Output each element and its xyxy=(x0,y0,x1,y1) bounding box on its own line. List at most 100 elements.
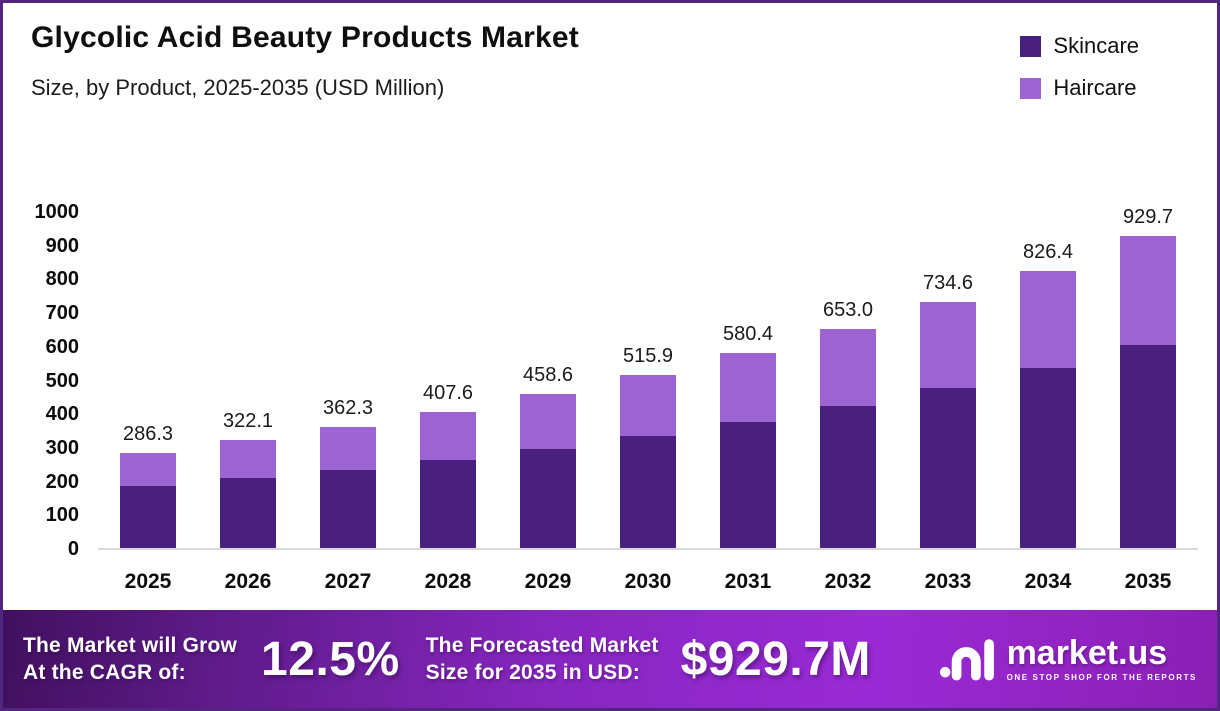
footer-banner: The Market will Grow At the CAGR of: 12.… xyxy=(3,610,1217,708)
x-tick-2035: 2035 xyxy=(1124,570,1172,593)
brand-name: market.us xyxy=(1006,634,1168,672)
brand-tagline: ONE STOP SHOP FOR THE REPORTS xyxy=(1006,673,1197,682)
bar-segment-haircare-2034 xyxy=(1020,270,1076,368)
y-tick-1000: 1000 xyxy=(34,201,80,223)
stacked-bar-2029 xyxy=(520,394,576,549)
bar-total-label-2028: 407.6 xyxy=(422,381,474,404)
y-tick-400: 400 xyxy=(45,403,79,426)
bar-segment-haircare-2031 xyxy=(720,353,776,422)
bar-total-label-2026: 322.1 xyxy=(222,410,274,433)
bar-segment-skincare-2028 xyxy=(420,459,476,549)
bar-total-label-2025: 286.3 xyxy=(122,422,174,445)
cagr-caption-line1: The Market will Grow xyxy=(23,633,238,657)
legend-swatch-skincare xyxy=(1020,35,1042,57)
x-tick-2028: 2028 xyxy=(424,570,472,593)
bar-total-label-2033: 734.6 xyxy=(922,271,974,294)
x-tick-2025: 2025 xyxy=(124,570,172,593)
bar-total-label-2035: 929.7 xyxy=(1122,205,1174,228)
cagr-caption: The Market will Grow At the CAGR of: xyxy=(23,632,237,687)
stacked-bar-2026 xyxy=(220,440,276,549)
stacked-bar-2035 xyxy=(1120,235,1176,549)
bar-segment-skincare-2034 xyxy=(1020,368,1076,549)
y-tick-900: 900 xyxy=(45,234,79,257)
chart-legend: Skincare Haircare xyxy=(1020,33,1139,101)
legend-swatch-haircare xyxy=(1020,77,1042,99)
bar-segment-skincare-2031 xyxy=(720,421,776,549)
y-tick-600: 600 xyxy=(45,335,79,358)
stacked-bar-2030 xyxy=(620,375,676,549)
forecast-caption-line1: The Forecasted Market xyxy=(425,633,659,657)
stacked-bar-2028 xyxy=(420,411,476,549)
stacked-bar-2027 xyxy=(320,426,376,549)
bar-column-2030: 515.9 xyxy=(598,212,698,549)
market-us-logo-icon xyxy=(939,639,994,681)
cagr-caption-line2: At the CAGR of: xyxy=(23,661,186,684)
bar-segment-skincare-2033 xyxy=(920,388,976,549)
x-tick-2030: 2030 xyxy=(624,570,672,593)
bar-segment-skincare-2030 xyxy=(620,436,676,549)
brand-logo-block: market.us ONE STOP SHOP FOR THE REPORTS xyxy=(939,634,1201,684)
forecast-value: $929.7M xyxy=(680,632,871,686)
bar-segment-haircare-2026 xyxy=(220,440,276,479)
bar-column-2025: 286.3 xyxy=(98,212,198,549)
bar-column-2026: 322.1 xyxy=(198,212,298,549)
bar-column-2033: 734.6 xyxy=(898,212,998,549)
y-tick-800: 800 xyxy=(45,268,79,291)
bar-total-label-2030: 515.9 xyxy=(622,345,674,368)
y-tick-100: 100 xyxy=(45,504,79,527)
y-tick-200: 200 xyxy=(45,470,79,493)
forecast-caption: The Forecasted Market Size for 2035 in U… xyxy=(426,632,659,687)
y-tick-500: 500 xyxy=(45,369,79,392)
x-tick-2029: 2029 xyxy=(524,570,572,593)
bar-segment-skincare-2032 xyxy=(820,405,876,549)
x-tick-2032: 2032 xyxy=(824,570,872,593)
page-subtitle: Size, by Product, 2025-2035 (USD Million… xyxy=(31,75,445,100)
y-tick-0: 0 xyxy=(67,538,79,560)
bar-segment-haircare-2029 xyxy=(520,394,576,449)
bar-column-2028: 407.6 xyxy=(398,212,498,549)
legend-label: Skincare xyxy=(1053,33,1139,58)
bar-segment-haircare-2027 xyxy=(320,426,376,470)
x-axis-baseline xyxy=(98,548,1198,550)
x-tick-2027: 2027 xyxy=(324,570,372,593)
legend-item-haircare: Haircare xyxy=(1020,75,1139,101)
bar-column-2031: 580.4 xyxy=(698,212,798,549)
page-title: Glycolic Acid Beauty Products Market xyxy=(31,21,579,54)
bar-segment-skincare-2026 xyxy=(220,478,276,549)
stacked-bar-2033 xyxy=(920,301,976,549)
brand-text: market.us ONE STOP SHOP FOR THE REPORTS xyxy=(1007,636,1197,682)
y-tick-700: 700 xyxy=(45,302,79,325)
bar-column-2032: 653.0 xyxy=(798,212,898,549)
bar-segment-haircare-2030 xyxy=(620,375,676,436)
bar-segment-haircare-2028 xyxy=(420,411,476,460)
y-tick-300: 300 xyxy=(45,436,79,459)
stacked-bar-2025 xyxy=(120,452,176,549)
stacked-bar-2034 xyxy=(1020,270,1076,549)
cagr-value: 12.5% xyxy=(261,632,400,686)
bar-segment-skincare-2035 xyxy=(1120,345,1176,549)
bar-segment-haircare-2025 xyxy=(120,452,176,487)
x-tick-2034: 2034 xyxy=(1024,570,1072,593)
x-tick-2033: 2033 xyxy=(924,570,972,593)
bar-column-2027: 362.3 xyxy=(298,212,398,549)
x-axis-labels: 2025 2026 2027 2028 2029 2030 2031 2032 2033 2034… xyxy=(98,570,1198,594)
legend-item-skincare: Skincare xyxy=(1020,33,1139,59)
bar-total-label-2034: 826.4 xyxy=(1022,240,1074,263)
bar-column-2029: 458.6 xyxy=(498,212,598,549)
bar-column-2035: 929.7 xyxy=(1098,206,1198,549)
bar-total-label-2031: 580.4 xyxy=(722,323,774,346)
bar-segment-skincare-2025 xyxy=(120,486,176,549)
x-tick-2031: 2031 xyxy=(724,570,772,593)
bar-total-label-2027: 362.3 xyxy=(322,396,374,419)
plot-area: 286.3 322.1 362.3 407.6 458.6 515.9 580.4 653.0… xyxy=(98,206,1198,549)
stacked-bar-2031 xyxy=(720,353,776,549)
forecast-caption-line2: Size for 2035 in USD: xyxy=(425,661,640,684)
bar-segment-haircare-2033 xyxy=(920,301,976,389)
bar-segment-skincare-2029 xyxy=(520,448,576,549)
x-tick-2026: 2026 xyxy=(224,570,272,593)
legend-label: Haircare xyxy=(1053,75,1137,100)
y-axis: 0 100 200 300 400 500 600 700 800 900 1000 xyxy=(3,201,83,560)
bar-total-label-2029: 458.6 xyxy=(522,364,574,387)
stacked-bar-2032 xyxy=(820,328,876,549)
